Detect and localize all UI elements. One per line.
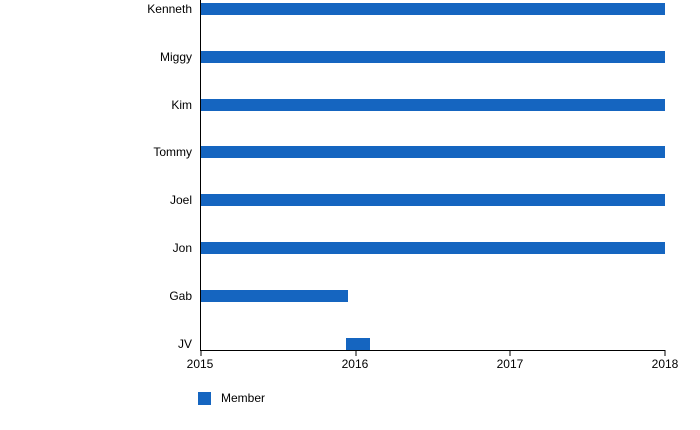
- x-label-2015: 2015: [186, 357, 214, 371]
- bar-joel[interactable]: [201, 194, 665, 207]
- x-tick-2018: [664, 350, 666, 356]
- x-label-2018: 2018: [651, 357, 679, 371]
- x-label-2016: 2016: [341, 357, 369, 371]
- y-label-kenneth: Kenneth: [147, 2, 192, 16]
- plot-area: [200, 0, 666, 356]
- bar-jv[interactable]: [346, 337, 370, 350]
- x-tick-2016: [355, 350, 357, 356]
- bar-jon[interactable]: [201, 242, 665, 254]
- x-tick-2017: [509, 350, 511, 356]
- legend[interactable]: Member: [198, 392, 265, 405]
- x-label-2017: 2017: [496, 357, 524, 371]
- x-tick-2015: [200, 350, 202, 356]
- bar-kenneth[interactable]: [201, 3, 665, 15]
- y-label-tommy: Tommy: [153, 145, 192, 160]
- legend-label: Member: [221, 391, 266, 405]
- y-label-gab: Gab: [169, 288, 192, 303]
- bar-tommy[interactable]: [201, 146, 665, 159]
- y-label-miggy: Miggy: [159, 49, 192, 64]
- y-label-jv: JV: [177, 336, 192, 351]
- x-axis-labels: 2015 2016 2017 2018: [187, 357, 679, 372]
- bar-kim[interactable]: [201, 98, 665, 111]
- bar-gab[interactable]: [201, 289, 348, 302]
- bar-miggy[interactable]: [201, 50, 665, 63]
- y-label-kim: Kim: [171, 97, 192, 112]
- y-label-joel: Joel: [169, 193, 192, 208]
- y-axis-labels: Kenneth Miggy Kim Tommy Joel Jon Gab JV: [0, 0, 192, 351]
- legend-swatch: [198, 392, 211, 405]
- y-label-jon: Jon: [172, 241, 192, 255]
